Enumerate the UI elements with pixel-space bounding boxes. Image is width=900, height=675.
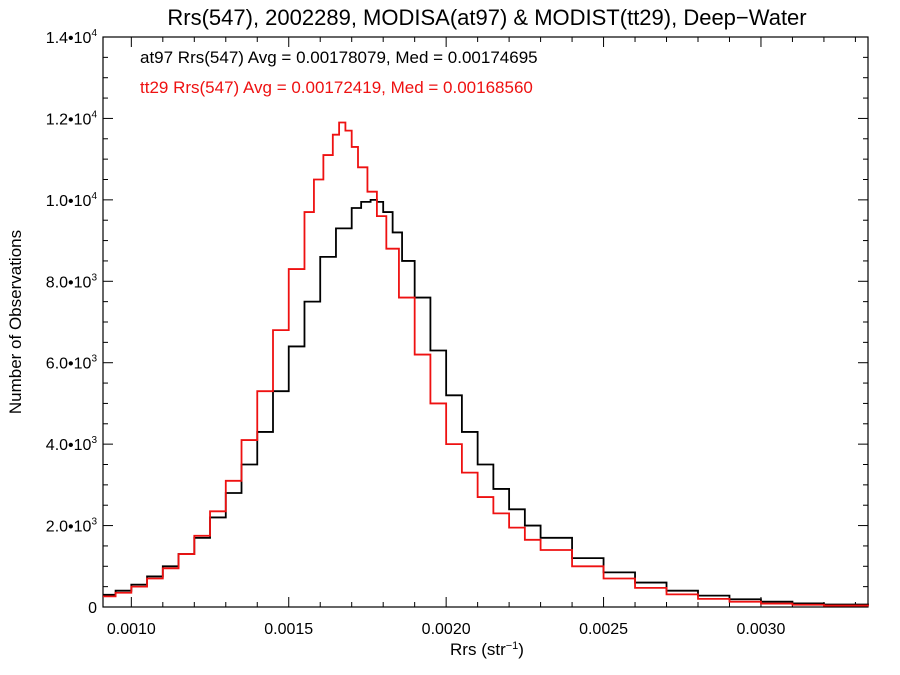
x-axis-label-suffix: ) [518, 640, 524, 659]
x-tick-label: 0.0015 [264, 621, 313, 638]
y-tick-label-exponent: 3 [91, 435, 97, 446]
y-tick-label: 1.4•104 [46, 28, 98, 47]
y-tick-label: 2.0•103 [46, 517, 98, 536]
series-0-histogram-line [103, 198, 869, 606]
y-tick-label: 1.2•104 [46, 109, 98, 128]
y-tick-label-exponent: 3 [91, 354, 97, 365]
y-tick-label-exponent: 4 [91, 28, 97, 39]
y-tick-label-text: 6.0•10 [46, 356, 92, 373]
series-1-histogram-line [103, 121, 869, 607]
y-tick-label: 6.0•103 [46, 354, 98, 373]
x-axis-label: Rrs (str−1) [450, 640, 524, 659]
chart-title: Rrs(547), 2002289, MODISA(at97) & MODIST… [167, 5, 806, 30]
annotation-1: tt29 Rrs(547) Avg = 0.00172419, Med = 0.… [140, 78, 533, 97]
y-tick-label-text: 1.0•10 [46, 193, 92, 210]
x-tick-label: 0.0025 [579, 621, 628, 638]
x-tick-label: 0.0020 [422, 621, 471, 638]
y-tick-label: 8.0•103 [46, 272, 98, 291]
x-tick-label: 0.0010 [107, 621, 156, 638]
annotation-0: at97 Rrs(547) Avg = 0.00178079, Med = 0.… [140, 48, 538, 67]
y-tick-label-text: 1.4•10 [46, 30, 92, 47]
y-tick-label-text: 2.0•10 [46, 519, 92, 536]
x-axis-label-text: Rrs (str [450, 640, 506, 659]
y-tick-label-text: 1.2•10 [46, 111, 92, 128]
y-tick-label-text: 0 [88, 600, 97, 617]
y-tick-label-exponent: 4 [91, 109, 97, 120]
y-tick-label: 0 [88, 600, 97, 617]
y-tick-label-exponent: 3 [91, 517, 97, 528]
x-tick-label: 0.0030 [736, 621, 785, 638]
y-tick-label-exponent: 3 [91, 272, 97, 283]
x-axis: 0.0010 0.0015 0.0020 0.0025 0.0030 [107, 37, 856, 638]
y-tick-label-text: 4.0•10 [46, 437, 92, 454]
y-tick-label-exponent: 4 [91, 191, 97, 202]
legend-annotations: at97 Rrs(547) Avg = 0.00178079, Med = 0.… [140, 48, 538, 97]
y-axis-label: Number of Observations [6, 230, 25, 414]
y-axis: 02.0•1034.0•1036.0•1038.0•1031.0•1041.2•… [46, 28, 868, 617]
x-axis-label-superscript: −1 [506, 640, 519, 652]
series-layer [103, 121, 869, 607]
y-tick-label-text: 8.0•10 [46, 274, 92, 291]
y-tick-label: 4.0•103 [46, 435, 98, 454]
plot-frame [102, 36, 869, 608]
y-tick-label: 1.0•104 [46, 191, 98, 210]
